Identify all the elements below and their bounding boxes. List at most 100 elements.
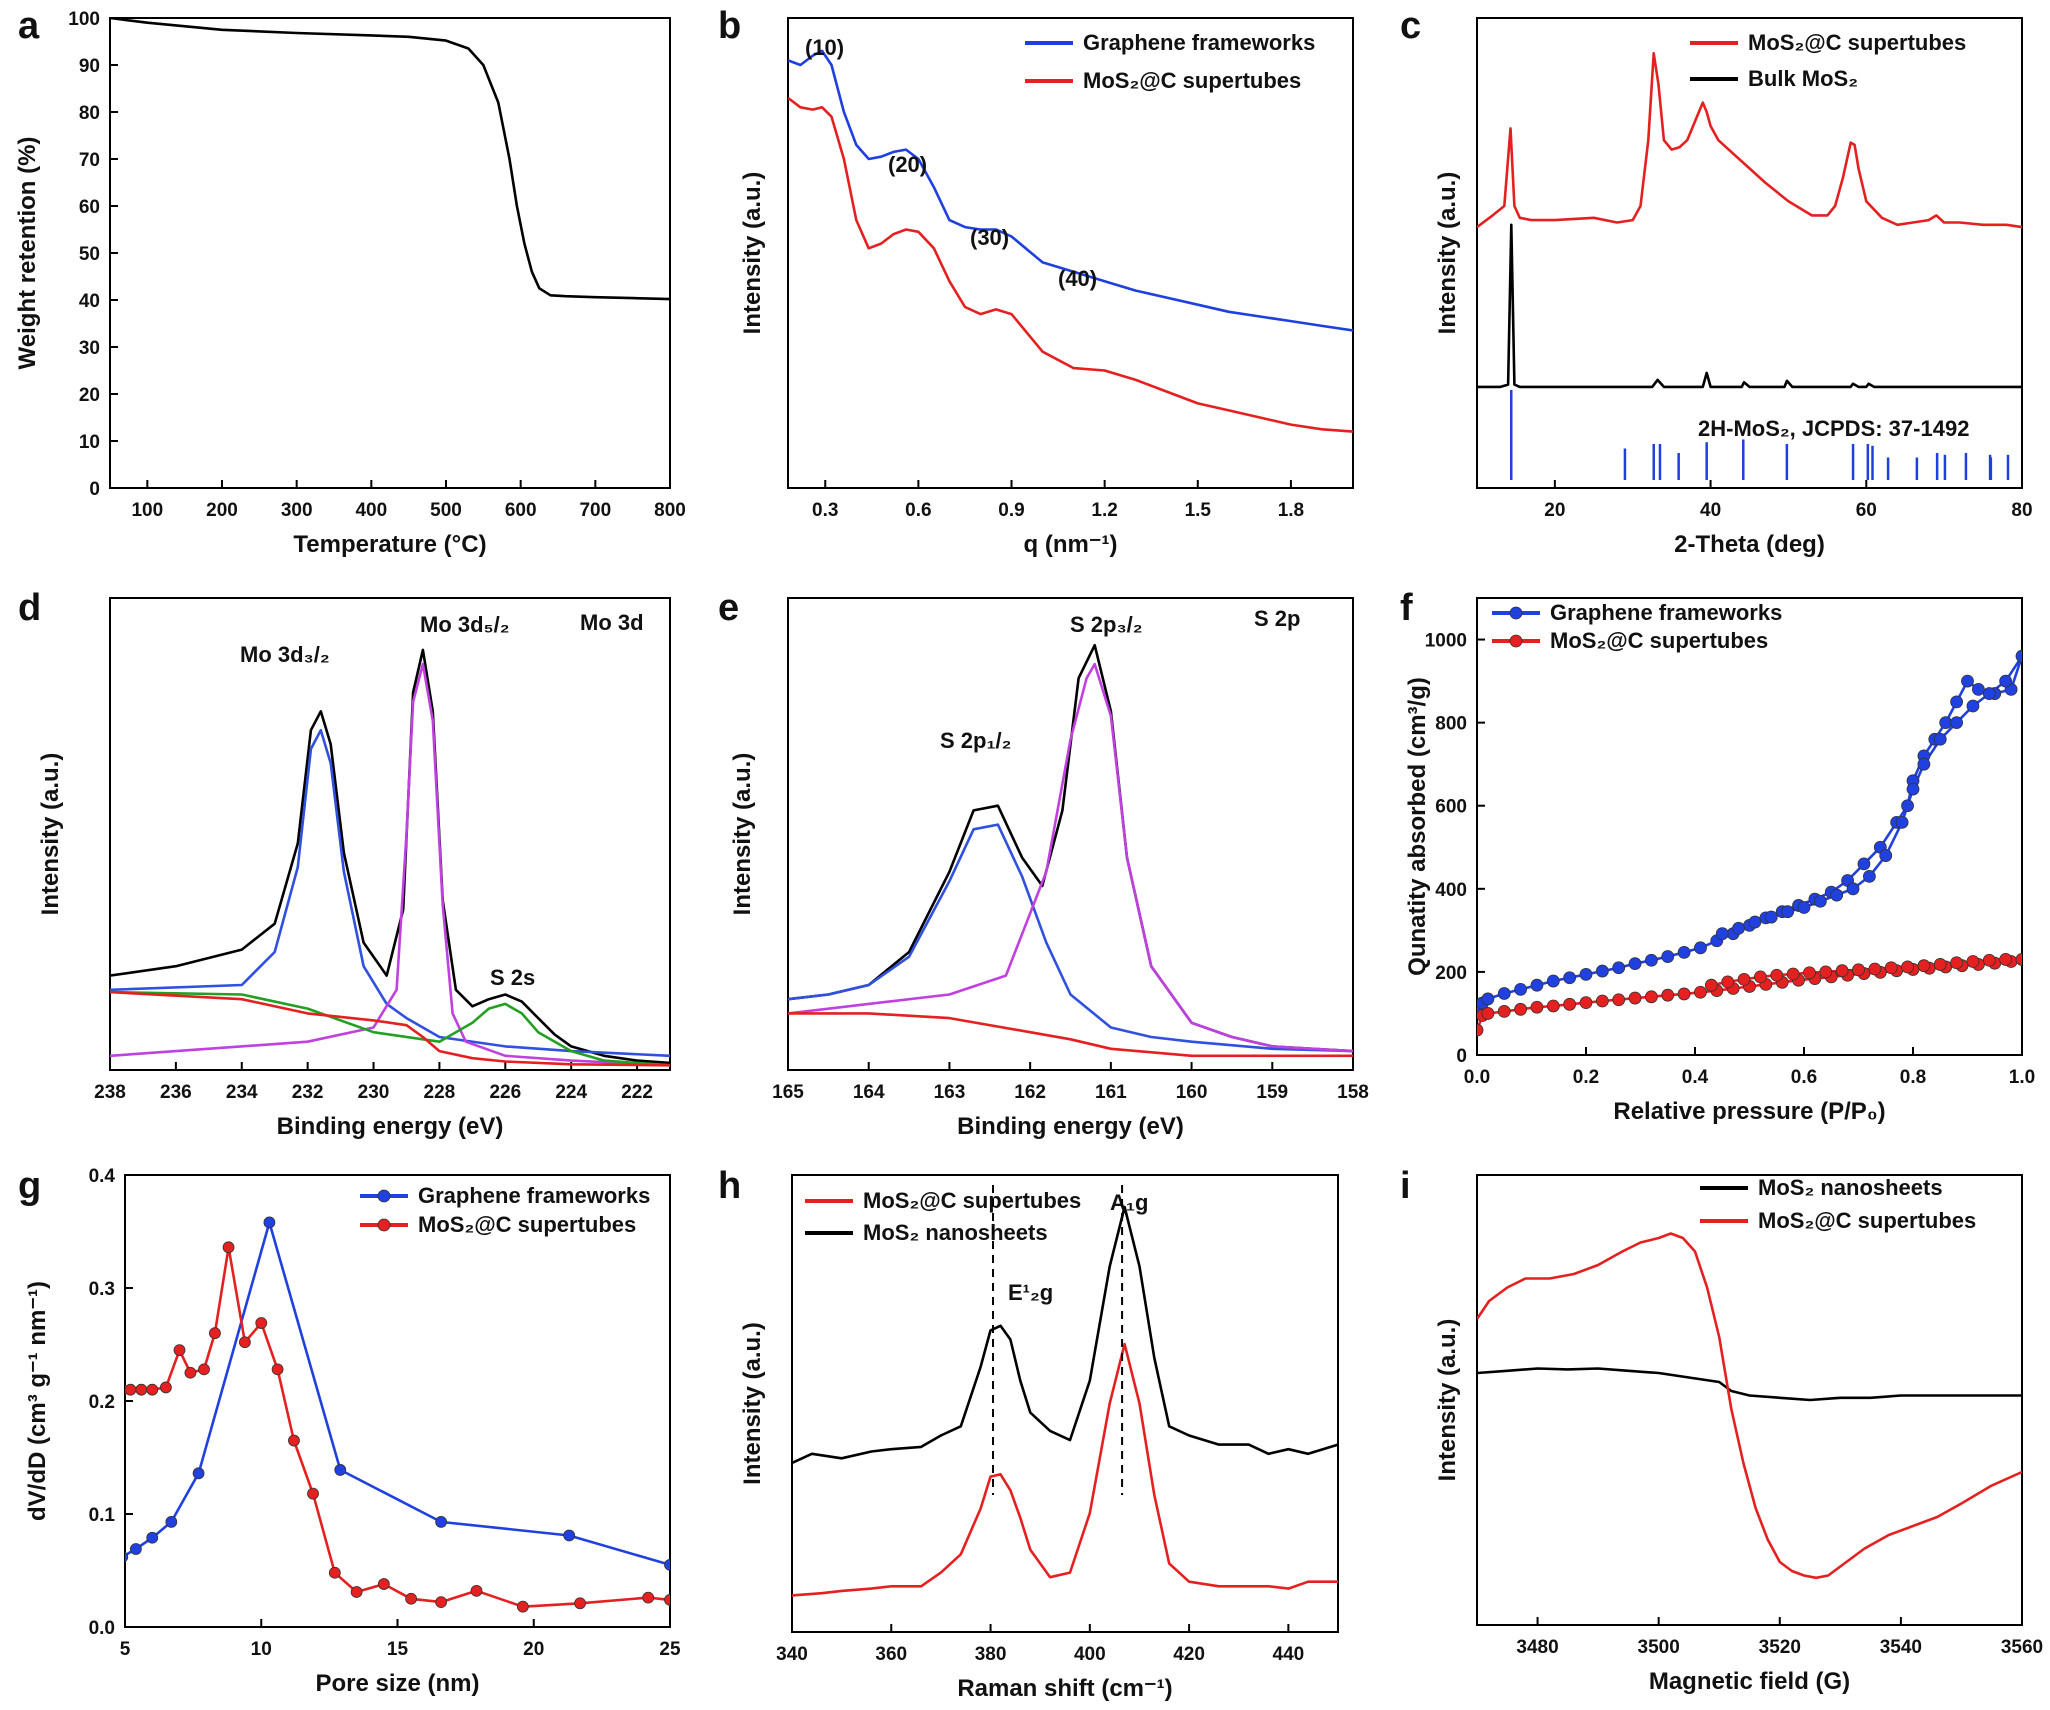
panel-letter: b — [718, 5, 741, 47]
data-point — [255, 1317, 268, 1329]
series-line-mos-c-supertubes — [792, 1342, 1338, 1597]
data-point — [516, 1600, 529, 1613]
data-point — [328, 1566, 341, 1579]
x-axis-title: Magnetic field (G) — [1649, 1668, 1850, 1695]
data-point — [1966, 699, 1980, 713]
x-tick-label: 226 — [489, 1082, 521, 1103]
x-tick-label: 0.4 — [1682, 1067, 1709, 1088]
plot-frame — [109, 597, 671, 1071]
y-tick-label: 1000 — [1425, 631, 1467, 652]
x-tick-label: 100 — [131, 500, 163, 521]
x-tick-label: 400 — [1074, 1644, 1106, 1665]
y-tick-label: 200 — [1435, 963, 1467, 984]
plot-frame — [1476, 17, 2023, 489]
plot-area — [788, 643, 1353, 1058]
y-tick-label: 90 — [79, 56, 100, 77]
x-tick-label: 222 — [621, 1082, 653, 1103]
panel-a: a 100 200 300 400 500 600 700 800 0 10 20 30 40 50 60 70… — [14, 5, 686, 558]
x-tick-label: 0.0 — [1464, 1067, 1490, 1088]
data-point — [1868, 962, 1882, 976]
data-point — [1477, 1023, 1484, 1037]
x-tick-label: 40 — [1700, 500, 1721, 521]
data-point — [1677, 987, 1691, 1001]
y-tick-label: 0 — [1456, 1046, 1467, 1067]
y-tick-label: 0.4 — [89, 1166, 116, 1187]
legend-label: MoS₂@C supertubes — [1758, 1208, 1976, 1233]
data-point — [1737, 972, 1751, 986]
x-tick-label: 3540 — [1880, 1637, 1922, 1658]
data-point — [1999, 953, 2013, 966]
data-point — [146, 1383, 159, 1396]
data-point — [263, 1216, 276, 1229]
panel-h: h 340 360 380 400 420 440 Raman shift (cm⁻¹) Int… — [718, 1165, 1339, 1702]
data-point — [642, 1591, 655, 1604]
y-tick-label: 20 — [79, 385, 100, 406]
legend-label: MoS₂@C supertubes — [1550, 628, 1768, 653]
legend-label: MoS₂@C supertubes — [863, 1188, 1081, 1213]
x-axis-title: Temperature (°C) — [293, 531, 486, 558]
annotation-label: E¹₂g — [1008, 1280, 1053, 1305]
data-point — [1694, 941, 1707, 955]
x-tick-label: 5 — [120, 1639, 131, 1660]
data-point — [271, 1363, 284, 1376]
panel-c: c 20 40 60 80 2-Theta (deg) Intensity (a.u.) Mo… — [1400, 5, 2033, 558]
data-point — [1857, 857, 1871, 871]
data-point — [1612, 961, 1626, 975]
legend-label: MoS₂@C supertubes — [1748, 30, 1966, 55]
series-line-envelope — [110, 648, 670, 1065]
x-tick-label: 1.2 — [1091, 500, 1117, 521]
series-line-background — [788, 1012, 1353, 1058]
x-tick-label: 420 — [1173, 1644, 1205, 1665]
data-point — [1830, 888, 1844, 902]
data-point — [664, 1558, 670, 1571]
data-point — [563, 1529, 576, 1542]
data-point — [1863, 869, 1876, 883]
annotation-label: (10) — [805, 35, 844, 60]
y-tick-label: 0.2 — [89, 1392, 115, 1413]
panel-e: e 165 164 163 162 161 160 159 158 Binding energy … — [718, 587, 1369, 1140]
y-tick-label: 80 — [79, 103, 100, 124]
plot-area — [788, 49, 1353, 433]
data-point — [1961, 674, 1974, 688]
series-line-mo-3d3-2-fit — [110, 728, 670, 1058]
plot-area — [110, 648, 670, 1067]
data-point — [1770, 968, 1784, 982]
legend-label: MoS₂@C supertubes — [1083, 68, 1301, 93]
data-point — [192, 1467, 205, 1480]
plot-frame — [791, 1174, 1339, 1633]
panel-letter: a — [18, 5, 40, 47]
x-tick-label: 20 — [1544, 500, 1565, 521]
series-line-s-2p1-2-fit — [788, 823, 1353, 1053]
panel-d: d 238 236 234 232 230 228 226 224 222 Binding ener… — [18, 587, 671, 1140]
data-point — [1595, 964, 1609, 978]
annotation-label: (30) — [970, 225, 1009, 250]
data-point — [1901, 960, 1914, 974]
y-axis-title: Qunatity absorbed (cm³/g) — [1404, 677, 1431, 976]
y-tick-label: 0.1 — [89, 1505, 116, 1526]
legend-label: MoS₂@C supertubes — [418, 1212, 636, 1237]
x-tick-label: 224 — [555, 1082, 587, 1103]
data-point — [125, 1551, 129, 1563]
x-tick-label: 200 — [206, 500, 238, 521]
data-point — [159, 1381, 172, 1394]
data-point — [129, 1543, 142, 1555]
data-point — [435, 1596, 448, 1609]
data-point — [1645, 953, 1658, 967]
plot-area — [1477, 51, 2022, 480]
series-line-background — [110, 990, 670, 1067]
x-tick-label: 1.5 — [1185, 500, 1212, 521]
data-point — [2015, 649, 2022, 663]
plot-area — [110, 18, 670, 301]
data-point — [1933, 732, 1947, 746]
annotation-label: (40) — [1058, 266, 1097, 291]
data-point — [1628, 957, 1642, 970]
data-point — [574, 1597, 586, 1610]
x-tick-label: 25 — [659, 1639, 681, 1660]
data-point — [1677, 945, 1691, 959]
y-axis-title: dV/dD (cm³ g⁻¹ nm⁻¹) — [24, 1281, 51, 1521]
x-tick-label: 3500 — [1638, 1637, 1680, 1658]
x-tick-label: 161 — [1095, 1082, 1127, 1103]
data-point — [1661, 950, 1675, 963]
plot-frame — [787, 597, 1354, 1071]
